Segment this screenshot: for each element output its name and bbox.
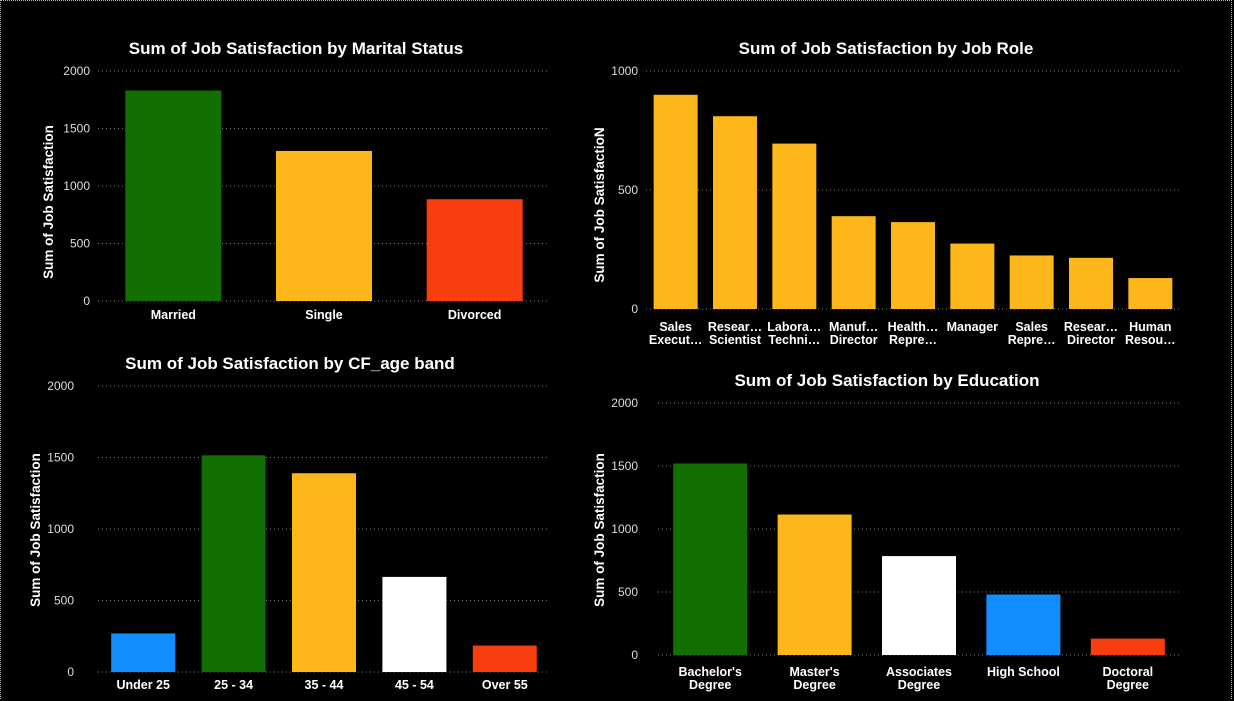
bar[interactable] <box>1009 255 1054 309</box>
x-tick-label: 35 - 44 <box>305 678 344 692</box>
bars <box>653 94 1173 309</box>
y-tick-label: 1500 <box>611 459 638 473</box>
y-tick-label: 1500 <box>63 122 90 136</box>
bars <box>125 90 523 301</box>
x-tick-label: Associates Degree <box>886 665 952 692</box>
y-tick-labels: 0 500 1000 1500 2000 <box>611 396 638 662</box>
bar[interactable] <box>426 199 523 301</box>
x-tick-label: 45 - 54 <box>395 678 434 692</box>
x-tick-label: Health… Repre… <box>888 320 939 347</box>
bar[interactable] <box>882 556 956 655</box>
x-tick-label: Sales Execut… <box>649 320 703 347</box>
bar[interactable] <box>125 90 222 301</box>
bar[interactable] <box>653 94 698 309</box>
bars <box>673 463 1165 655</box>
chart-job-role[interactable]: Sum of Job Satisfaction by Job Role Sum … <box>580 30 1234 350</box>
y-tick-label: 1000 <box>47 522 74 536</box>
x-tick-label: Over 55 <box>482 678 528 692</box>
bar[interactable] <box>1090 638 1165 655</box>
y-tick-label: 1000 <box>611 522 638 536</box>
bar[interactable] <box>1069 257 1113 309</box>
x-tick-label: Human Resou… <box>1125 320 1176 347</box>
bar[interactable] <box>891 222 935 309</box>
x-tick-labels: Under 25 25 - 34 35 - 44 45 - 54 Over 55 <box>116 678 527 692</box>
x-tick-label: 25 - 34 <box>214 678 253 692</box>
chart-title: Sum of Job Satisfaction by Marital Statu… <box>129 39 463 58</box>
bar[interactable] <box>292 473 356 672</box>
y-tick-label: 1500 <box>47 451 74 465</box>
y-tick-label: 500 <box>618 585 638 599</box>
x-tick-label: Under 25 <box>116 678 170 692</box>
y-tick-label: 500 <box>618 183 638 197</box>
x-tick-labels: Bachelor's Degree Master's Degree Associates… <box>678 665 1153 692</box>
bar[interactable] <box>201 455 266 672</box>
y-axis-label: Sum of Job Satisfaction <box>592 453 607 607</box>
y-tick-label: 0 <box>631 648 638 662</box>
x-tick-label: Sales Repre… <box>1008 320 1056 347</box>
y-tick-label: 2000 <box>63 64 90 78</box>
y-tick-labels: 0 500 1000 <box>611 64 638 316</box>
bar[interactable] <box>1128 278 1173 309</box>
y-tick-label: 2000 <box>47 379 74 393</box>
y-tick-label: 500 <box>70 237 90 251</box>
chart-title: Sum of Job Satisfaction by CF_age band <box>125 354 455 373</box>
x-tick-label: Manager <box>947 320 999 334</box>
chart-title: Sum of Job Satisfaction by Education <box>734 371 1039 390</box>
x-tick-label: Labora… Techni… <box>767 320 821 347</box>
bar[interactable] <box>382 576 447 672</box>
bar[interactable] <box>472 645 537 672</box>
x-tick-label: Resear… Scientist <box>708 320 762 347</box>
x-tick-label: Single <box>305 308 343 322</box>
y-axis-label: Sum of Job Satisfaction <box>28 453 43 607</box>
y-axis-label: Sum of Job SatisfactioN <box>592 127 607 282</box>
x-tick-label: Manuf… Director <box>829 320 878 347</box>
x-tick-label: Doctoral Degree <box>1102 665 1153 692</box>
chart-education[interactable]: Sum of Job Satisfaction by Education Sum… <box>580 362 1234 701</box>
bar[interactable] <box>772 143 817 309</box>
y-tick-label: 2000 <box>611 396 638 410</box>
x-tick-label: High School <box>987 665 1060 679</box>
x-tick-label: Bachelor's Degree <box>678 665 741 692</box>
x-tick-label: Master's Degree <box>789 665 839 692</box>
y-tick-label: 500 <box>54 594 74 608</box>
y-tick-label: 1000 <box>63 179 90 193</box>
chart-marital-status[interactable]: Sum of Job Satisfaction by Marital Statu… <box>0 30 580 330</box>
x-tick-labels: Married Single Divorced <box>151 308 502 322</box>
x-tick-label: Divorced <box>448 308 502 322</box>
y-axis-label: Sum of Job Satisfaction <box>41 125 56 279</box>
bar[interactable] <box>950 243 995 309</box>
y-tick-label: 0 <box>67 665 74 679</box>
bar[interactable] <box>713 116 757 309</box>
chart-age-band[interactable]: Sum of Job Satisfaction by CF_age band S… <box>0 345 580 701</box>
bar[interactable] <box>777 514 852 655</box>
bar[interactable] <box>673 463 748 655</box>
y-tick-label: 0 <box>83 294 90 308</box>
bar[interactable] <box>276 150 372 301</box>
y-tick-label: 1000 <box>611 64 638 78</box>
chart-title: Sum of Job Satisfaction by Job Role <box>739 39 1034 58</box>
x-tick-label: Resear… Director <box>1064 320 1118 347</box>
y-tick-label: 0 <box>631 302 638 316</box>
bar[interactable] <box>831 216 876 309</box>
bar[interactable] <box>986 594 1061 655</box>
y-tick-labels: 0 500 1000 1500 2000 <box>47 379 74 679</box>
x-tick-label: Married <box>151 308 196 322</box>
bar[interactable] <box>111 633 176 672</box>
y-tick-labels: 0 500 1000 1500 2000 <box>63 64 90 308</box>
bars <box>111 455 537 672</box>
